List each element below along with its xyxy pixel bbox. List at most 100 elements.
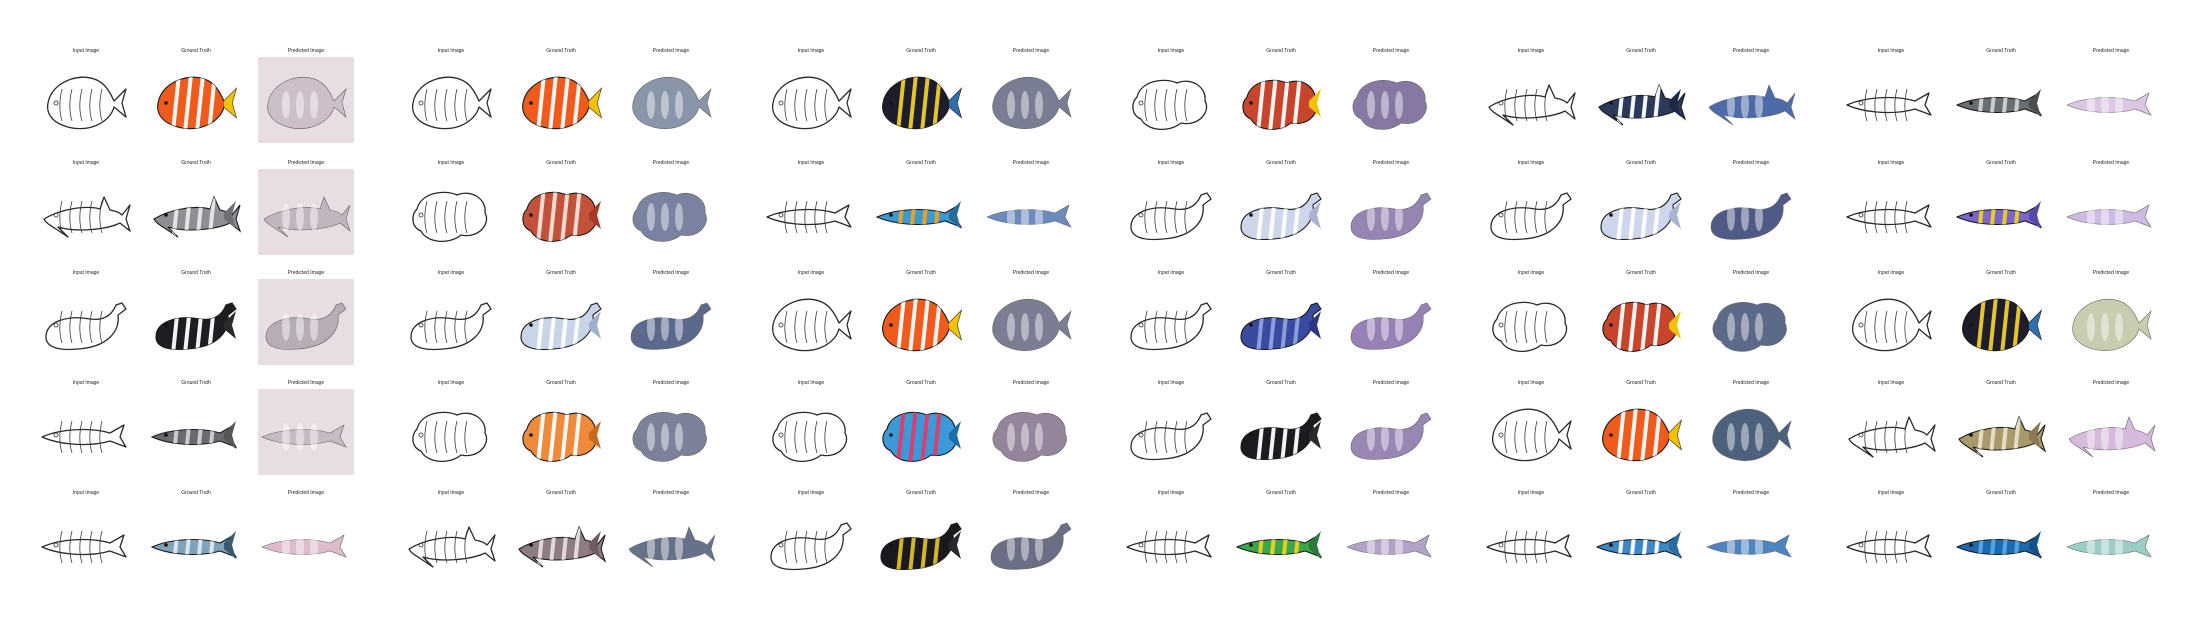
- fish-body: [630, 302, 712, 350]
- fish-tail: [1309, 311, 1321, 339]
- fish-blur: [675, 423, 683, 451]
- fish-eye: [1138, 432, 1144, 438]
- fish-body: [1708, 84, 1796, 126]
- fish-line: [1164, 420, 1168, 454]
- fish-line: [89, 88, 93, 122]
- fish-stripe: [930, 412, 944, 462]
- fish-body: [261, 424, 347, 448]
- fish-eye: [164, 101, 168, 105]
- fish-stripe: [1974, 299, 1988, 351]
- cell-input: Input Image: [1483, 48, 1579, 148]
- fish-stripe: [1614, 302, 1628, 352]
- fish-line: [1514, 420, 1518, 454]
- fish-stripe: [1998, 299, 2012, 351]
- fish-figure: [261, 423, 347, 451]
- fish-body: [628, 526, 716, 568]
- fish-line: [1874, 310, 1878, 344]
- fish-line: [824, 200, 828, 234]
- fish-line: [79, 310, 83, 344]
- cell-input: Input Image: [1843, 380, 1939, 480]
- input-image: [411, 76, 492, 130]
- cell-truth: Ground Truth: [148, 270, 244, 370]
- input-title: Input Image: [437, 160, 465, 166]
- fish-stripe: [1986, 299, 2000, 351]
- fish-line: [1164, 310, 1168, 344]
- fish-line: [1154, 310, 1158, 344]
- fish-stripe: [2010, 93, 2024, 115]
- fish-figure: [766, 200, 852, 234]
- fish-stripe: [894, 412, 908, 462]
- fish-stripe: [1638, 302, 1652, 352]
- fish-line: [1534, 200, 1538, 234]
- cell-pred: Predicted Image: [1703, 270, 1799, 370]
- fish-line: [1534, 88, 1538, 122]
- input-image: [770, 522, 852, 571]
- fish-line: [824, 88, 828, 122]
- fish-eye: [1609, 433, 1613, 437]
- fish-line: [784, 200, 788, 234]
- fish-line: [1904, 200, 1908, 234]
- cell-truth: Ground Truth: [1593, 160, 1689, 260]
- cell-truth: Ground Truth: [513, 270, 609, 370]
- fish-line: [1144, 420, 1148, 454]
- fish-figure: [1962, 298, 2043, 352]
- fish-figure: [45, 302, 127, 351]
- fish-line: [444, 88, 448, 122]
- fish-stripe: [1254, 80, 1268, 130]
- truth-title: Ground Truth: [1986, 48, 2016, 54]
- fish-outline: [1846, 534, 1932, 558]
- fish-eye: [778, 542, 784, 548]
- fish-figure: [267, 76, 347, 129]
- fish-stripe: [1278, 80, 1292, 130]
- cell-input: Input Image: [1843, 160, 1939, 260]
- pred-title: Predicted Image: [1372, 48, 1410, 54]
- fish-line: [814, 530, 818, 564]
- fish-line: [814, 420, 818, 454]
- fish-figure: [522, 411, 601, 462]
- fish-line: [434, 420, 438, 454]
- cell-pred: Predicted Image: [983, 270, 1079, 370]
- fish-blur: [1727, 533, 1735, 561]
- fish-eye: [889, 433, 893, 437]
- fish-blur: [647, 91, 655, 119]
- fish-figure: [1851, 298, 1932, 352]
- fish-stripe: [169, 77, 183, 129]
- fish-line: [444, 200, 448, 234]
- fish-stripe: [558, 77, 572, 129]
- fish-line: [1514, 88, 1518, 122]
- input-title: Input Image: [797, 160, 825, 166]
- fish-blur: [1755, 313, 1763, 341]
- fish-figure: [770, 522, 852, 571]
- fish-line: [1184, 200, 1188, 234]
- cell-input: Input Image: [403, 160, 499, 260]
- fish-outline: [1846, 92, 1932, 116]
- cell-pred: Predicted Image: [623, 270, 719, 370]
- cell-pred: Predicted Image: [623, 380, 719, 480]
- cell-input: Input Image: [38, 270, 134, 370]
- fish-line: [784, 420, 788, 454]
- fish-stripe: [558, 412, 572, 462]
- fish-figure: [261, 533, 347, 561]
- pred-title: Predicted Image: [1012, 490, 1050, 496]
- fish-line: [434, 310, 438, 344]
- fish-blur: [1741, 423, 1749, 451]
- fish-line: [824, 420, 828, 454]
- input-image: [1848, 416, 1936, 458]
- fish-blur: [1395, 423, 1403, 451]
- fish-line: [79, 88, 83, 122]
- fish-blur: [1035, 423, 1043, 451]
- fish-blur: [675, 313, 683, 341]
- input-title: Input Image: [1877, 490, 1905, 496]
- fish-line: [1864, 88, 1868, 122]
- fish-body: [2066, 92, 2152, 116]
- pred-title: Predicted Image: [1732, 490, 1770, 496]
- fish-line: [1504, 200, 1508, 234]
- truth-title: Ground Truth: [546, 490, 576, 496]
- input-title: Input Image: [72, 490, 100, 496]
- pred-image: [2066, 203, 2152, 231]
- pred-title: Predicted Image: [1372, 380, 1410, 386]
- fish-blur: [282, 313, 290, 341]
- fish-line: [99, 310, 103, 344]
- fish-blur: [2087, 533, 2095, 561]
- fish-tail: [1669, 421, 1681, 449]
